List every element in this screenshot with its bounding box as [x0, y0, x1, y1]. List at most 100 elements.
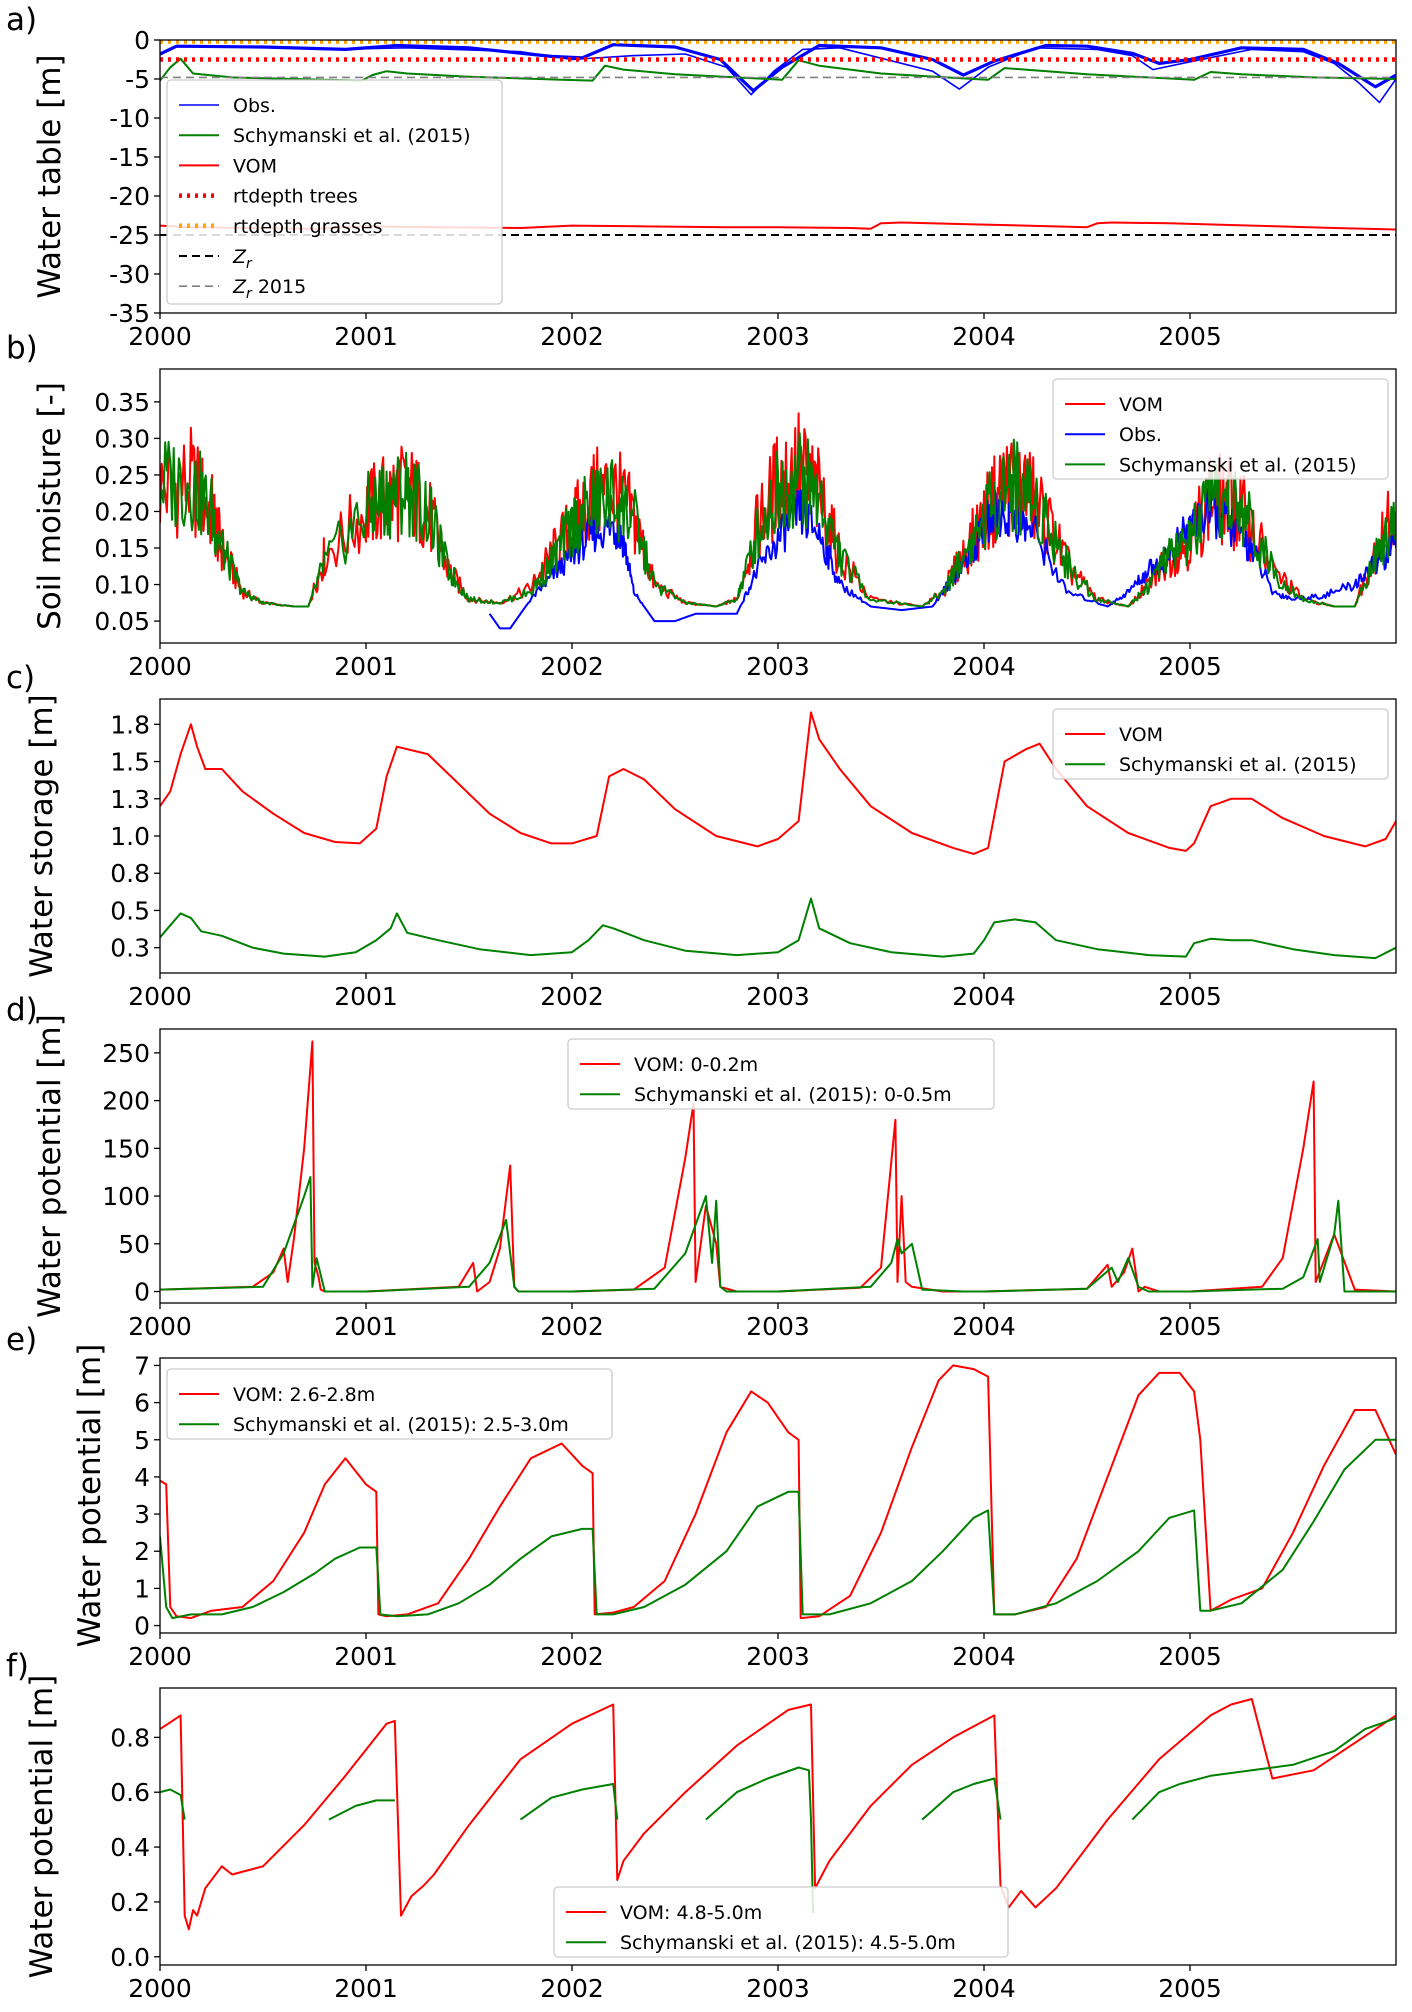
y-tick-label: 0.8	[110, 859, 150, 888]
legend-box	[166, 79, 503, 305]
series-line-schymanski-et-al-2015-4-5-5-0m	[160, 1788, 186, 1820]
x-tick-label: 2003	[746, 322, 810, 351]
y-tick-label: 1	[134, 1574, 150, 1603]
series-group	[160, 1364, 1396, 1620]
series-line-unnamed	[921, 1777, 1002, 1821]
legend: Obs. Schymanski et al. (2015) VOM rtdepth t…	[166, 79, 503, 305]
legend-entry-label: VOM: 2.6-2.8m	[233, 1384, 375, 1406]
x-tick-label: 2005	[1158, 1974, 1222, 2003]
x-tick-label: 2002	[540, 1974, 604, 2003]
y-tick-label: 0.35	[94, 388, 150, 417]
y-tick-label: 100	[102, 1182, 150, 1211]
legend-entry-label: Schymanski et al. (2015): 0-0.5m	[634, 1084, 952, 1106]
x-tick-label: 2005	[1158, 322, 1222, 351]
legend-box	[553, 1886, 1009, 1958]
y-tick-label: 250	[102, 1039, 150, 1068]
legend-entry-label: Obs.	[1119, 424, 1162, 446]
y-axis-label: Water potential [m]	[32, 1014, 68, 1318]
panel-c: 2000 2001 2002 2003 2004 2005 0.3 0.5 0.8 1.0 1.3 1…	[6, 660, 1397, 1011]
x-tick-label: 2002	[540, 652, 604, 681]
x-tick-label: 2001	[334, 1312, 398, 1341]
y-tick-label: 3	[134, 1500, 150, 1529]
y-tick-label: 0	[134, 26, 150, 55]
y-tick-label: 0.05	[94, 607, 150, 636]
legend: VOM Schymanski et al. (2015)	[1052, 708, 1389, 780]
x-tick-label: 2005	[1158, 652, 1222, 681]
y-axis-label: Soil moisture [-]	[32, 382, 68, 630]
y-tick-label: 0.6	[110, 1778, 150, 1807]
y-tick-label: 0.20	[94, 497, 150, 526]
y-tick-label: 1.8	[110, 710, 150, 739]
x-tick-label: 2003	[746, 652, 810, 681]
legend: VOM Obs. Schymanski et al. (2015)	[1052, 378, 1389, 480]
y-tick-label: -20	[109, 182, 150, 211]
x-tick-label: 2005	[1158, 1642, 1222, 1671]
legend-entry-label: Schymanski et al. (2015)	[233, 125, 471, 147]
y-tick-label: -5	[125, 65, 150, 94]
panel-label: f)	[6, 1648, 29, 1684]
series-line-vom-2-6-2-8m	[160, 1364, 1396, 1620]
legend-box	[166, 1368, 613, 1440]
y-tick-label: 0	[134, 1278, 150, 1307]
panel-b: 2000 2001 2002 2003 2004 2005 0.05 0.10 0.15 0.20…	[6, 330, 1397, 681]
y-tick-label: 0.10	[94, 571, 150, 600]
y-tick-label: -30	[109, 260, 150, 289]
legend-entry-label: Schymanski et al. (2015): 2.5-3.0m	[233, 1414, 569, 1436]
series-line-schymanski-et-al-2015-	[160, 432, 1396, 608]
x-tick-label: 2000	[128, 322, 192, 351]
x-tick-label: 2004	[952, 982, 1016, 1011]
y-tick-label: 1.0	[110, 822, 150, 851]
legend-box	[567, 1038, 995, 1110]
y-tick-label: 1.3	[110, 785, 150, 814]
y-tick-label: 0.4	[110, 1833, 150, 1862]
y-tick-label: 200	[102, 1087, 150, 1116]
y-axis-label: Water storage [m]	[24, 694, 60, 978]
y-tick-label: -15	[109, 143, 150, 172]
panel-label: d)	[6, 992, 38, 1028]
y-tick-label: -35	[109, 299, 150, 328]
series-line-unnamed	[705, 1766, 814, 1913]
series-line-obs-	[488, 485, 1396, 630]
y-tick-label: 6	[134, 1389, 150, 1418]
y-tick-label: 150	[102, 1134, 150, 1163]
x-tick-label: 2000	[128, 1312, 192, 1341]
legend-entry-label: Schymanski et al. (2015)	[1119, 754, 1357, 776]
y-tick-label: 0.8	[110, 1723, 150, 1752]
legend-entry-label: rtdepth grasses	[233, 216, 383, 238]
x-tick-label: 2002	[540, 982, 604, 1011]
panel-d: 2000 2001 2002 2003 2004 2005 0 50 100 150 200 250 W…	[6, 992, 1397, 1341]
y-tick-label: 2	[134, 1537, 150, 1566]
legend-entry-label: VOM	[233, 155, 277, 177]
x-tick-label: 2000	[128, 1642, 192, 1671]
x-tick-label: 2001	[334, 982, 398, 1011]
series-line-vom-4-8-5-0m	[160, 1698, 1396, 1931]
x-tick-label: 2003	[746, 1974, 810, 2003]
x-tick-label: 2001	[334, 1974, 398, 2003]
x-tick-label: 2003	[746, 982, 810, 1011]
x-tick-label: 2003	[746, 1312, 810, 1341]
y-tick-label: 0.0	[110, 1943, 150, 1972]
series-line-vom	[160, 711, 1396, 855]
x-tick-label: 2004	[952, 1312, 1016, 1341]
series-line-schymanski-et-al-2015-	[160, 897, 1396, 960]
y-tick-label: 0.25	[94, 461, 150, 490]
legend-entry-label: Obs.	[233, 95, 276, 117]
series-group	[160, 1040, 1396, 1293]
x-tick-label: 2002	[540, 1642, 604, 1671]
y-tick-label: 0	[134, 1612, 150, 1641]
panel-label: e)	[6, 1322, 37, 1358]
y-tick-label: -25	[109, 221, 150, 250]
x-tick-label: 2001	[334, 652, 398, 681]
y-tick-label: 0.3	[110, 934, 150, 963]
legend-entry-label: VOM	[1119, 724, 1163, 746]
y-tick-label: 7	[134, 1351, 150, 1380]
legend: VOM: 4.8-5.0m Schymanski et al. (2015): 4…	[553, 1886, 1009, 1958]
y-tick-label: 0.2	[110, 1888, 150, 1917]
legend-entry-label: Zr	[232, 246, 253, 272]
series-line-unnamed	[519, 1783, 619, 1821]
panel-a: 2000 2001 2002 2003 2004 2005 0 -5 -10 -15 -20 -25 -…	[6, 2, 1397, 351]
y-tick-label: 0.5	[110, 896, 150, 925]
series-line-schymanski-et-al-2015-0-0-5m	[160, 1176, 1396, 1293]
legend-entry-label: VOM: 0-0.2m	[634, 1054, 758, 1076]
